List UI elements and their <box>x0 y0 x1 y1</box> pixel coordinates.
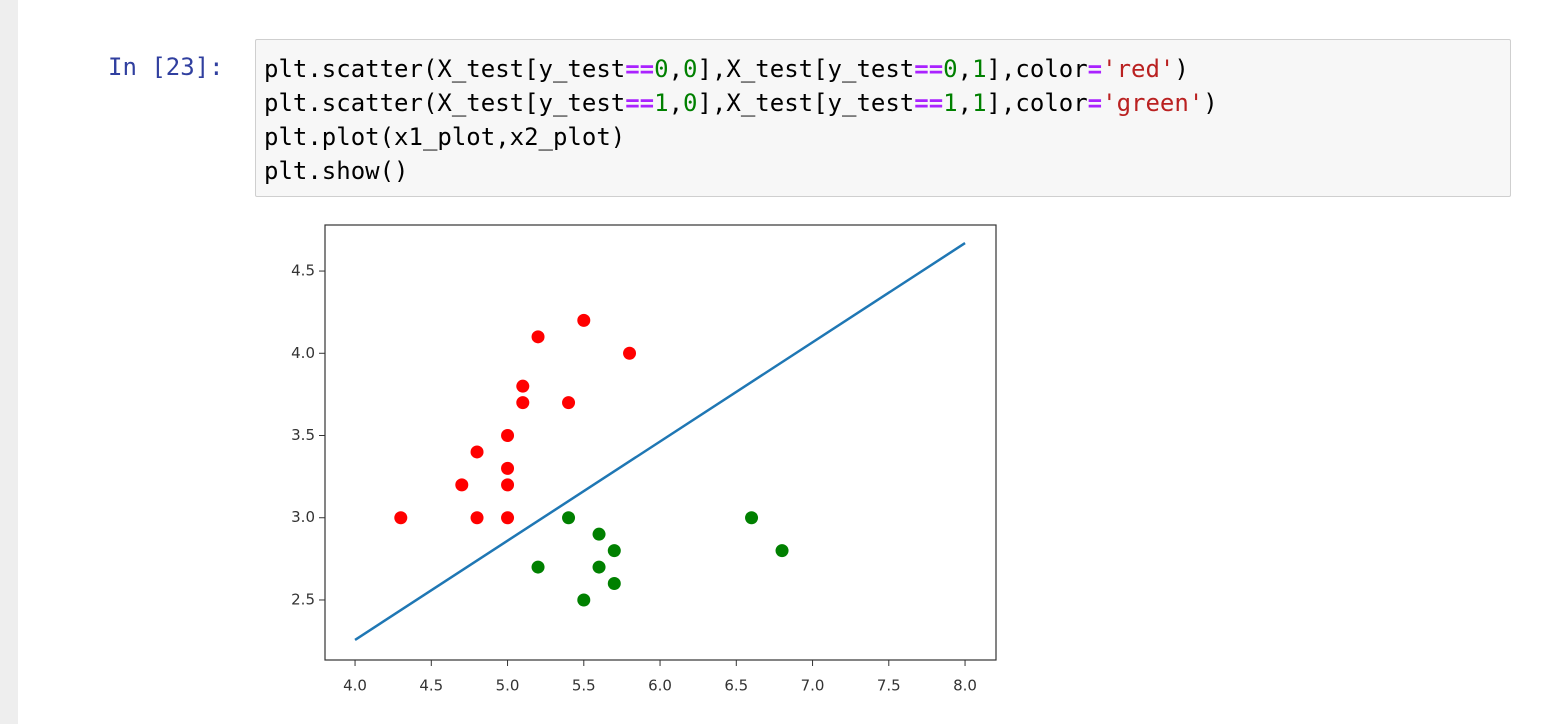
scatter-point <box>562 396 576 410</box>
sidebar-strip <box>0 0 18 724</box>
y-tick-label: 4.5 <box>291 262 315 280</box>
scatter-point <box>455 478 469 492</box>
code-line: plt.show() <box>264 157 409 185</box>
scatter-point <box>470 511 484 525</box>
scatter-point <box>745 511 759 525</box>
scatter-point <box>775 544 789 558</box>
x-tick-label: 7.0 <box>801 677 825 695</box>
scatter-point <box>501 429 515 443</box>
cell-prompt: In [23]: <box>108 53 224 81</box>
x-tick-label: 6.0 <box>648 677 672 695</box>
plot-frame <box>324 224 997 661</box>
x-tick-label: 7.5 <box>877 677 901 695</box>
code-line: plt.plot(x1_plot,x2_plot) <box>264 123 626 151</box>
scatter-point <box>501 478 515 492</box>
scatter-point <box>607 577 621 591</box>
code-line: plt.scatter(X_test[y_test==0,0],X_test[y… <box>264 55 1189 83</box>
x-tick-label: 4.0 <box>343 677 367 695</box>
x-tick-label: 8.0 <box>953 677 977 695</box>
x-tick-label: 4.5 <box>419 677 443 695</box>
scatter-point <box>470 445 484 459</box>
scatter-point <box>501 461 515 475</box>
y-tick-label: 4.0 <box>291 344 315 362</box>
scatter-point <box>516 396 530 410</box>
y-tick-label: 3.5 <box>291 426 315 444</box>
scatter-point <box>394 511 408 525</box>
scatter-point <box>501 511 515 525</box>
scatter-point <box>592 527 606 541</box>
scatter-point <box>592 560 606 574</box>
code-line: plt.scatter(X_test[y_test==1,0],X_test[y… <box>264 89 1218 117</box>
scatter-point <box>516 379 530 393</box>
x-tick-label: 5.5 <box>572 677 596 695</box>
code-cell[interactable]: plt.scatter(X_test[y_test==0,0],X_test[y… <box>255 39 1511 197</box>
scatter-point <box>577 593 591 607</box>
x-tick-label: 5.0 <box>496 677 520 695</box>
scatter-point <box>577 313 591 327</box>
scatter-point <box>531 330 545 344</box>
scatter-point <box>531 560 545 574</box>
x-tick-label: 6.5 <box>724 677 748 695</box>
fit-line <box>354 242 966 641</box>
scatter-point <box>562 511 576 525</box>
scatter-point <box>623 346 637 360</box>
y-tick-label: 2.5 <box>291 590 315 608</box>
scatter-point <box>607 544 621 558</box>
y-tick-label: 3.0 <box>291 508 315 526</box>
